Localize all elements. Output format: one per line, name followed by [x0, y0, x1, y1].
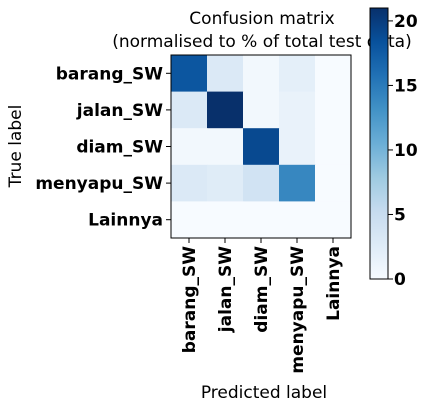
colorbar-tick-label: 15: [394, 76, 418, 96]
heatmap-cell: [171, 128, 208, 166]
heatmap-cell: [279, 55, 316, 93]
heatmap-cell: [315, 201, 352, 239]
heatmap-cell: [171, 201, 208, 239]
heatmap-cell: [171, 55, 208, 93]
heatmap-cell: [315, 55, 352, 93]
heatmap-cell: [243, 128, 280, 166]
heatmap-cell: [207, 91, 244, 129]
column-tick-label: menyapu_SW: [288, 246, 308, 374]
heatmap-cell: [243, 164, 280, 202]
heatmap-cell: [315, 128, 352, 166]
heatmap-cell: [315, 164, 352, 202]
heatmap-cell: [243, 201, 280, 239]
column-tick-labels: barang_SW jalan_SW diam_SW menyapu_SW Lainny…: [180, 238, 344, 374]
column-tick-label: jalan_SW: [216, 246, 236, 333]
colorbar-ticks: 0 5 10 15 20: [388, 12, 418, 290]
heatmap-cell: [243, 55, 280, 93]
heatmap-cell: [243, 91, 280, 129]
heatmap-cell: [171, 164, 208, 202]
row-tick-label: menyapu_SW: [35, 174, 163, 194]
row-tick-label: jalan_SW: [76, 101, 163, 121]
heatmap-cell: [279, 91, 316, 129]
colorbar-tick-label: 0: [394, 270, 406, 290]
heatmap-cell: [207, 55, 244, 93]
x-axis-label: Predicted label: [201, 383, 327, 403]
colorbar-tick-label: 20: [394, 12, 418, 32]
row-tick-label: Lainnya: [88, 211, 163, 231]
heatmap-cells: [171, 55, 352, 239]
column-tick-label: barang_SW: [180, 246, 200, 354]
heatmap-cell: [279, 201, 316, 239]
heatmap-cell: [315, 91, 352, 129]
row-tick-label: barang_SW: [56, 64, 164, 84]
column-tick-label: Lainnya: [324, 246, 344, 321]
heatmap-cell: [279, 164, 316, 202]
heatmap-cell: [279, 128, 316, 166]
colorbar: [369, 7, 389, 280]
row-tick-label: diam_SW: [76, 138, 163, 158]
chart-subtitle: (normalised to % of total test data): [112, 32, 412, 52]
heatmap-cell: [207, 128, 244, 166]
heatmap-cell: [207, 201, 244, 239]
colorbar-tick-label: 5: [394, 205, 406, 225]
column-tick-label: diam_SW: [252, 246, 272, 333]
chart-title: Confusion matrix: [189, 9, 334, 29]
colorbar-tick-label: 10: [394, 141, 418, 161]
heatmap-cell: [171, 91, 208, 129]
y-axis-label: True label: [6, 105, 26, 189]
heatmap-cell: [207, 164, 244, 202]
row-tick-labels: barang_SW jalan_SW diam_SW menyapu_SW Lainny…: [35, 64, 171, 231]
